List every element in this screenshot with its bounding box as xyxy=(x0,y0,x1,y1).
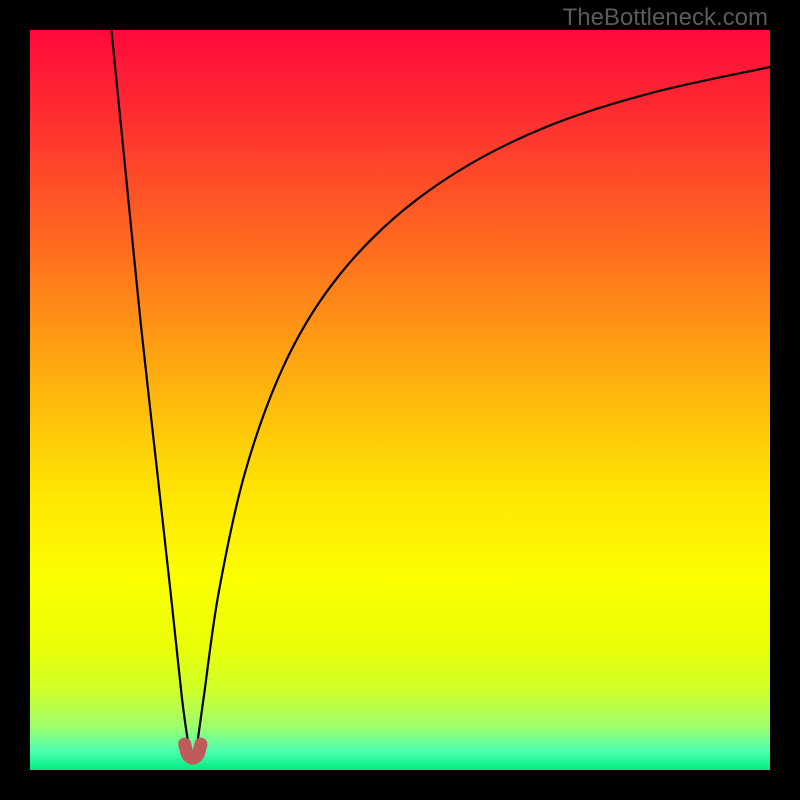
chart-root: TheBottleneck.com xyxy=(0,0,800,800)
gradient-background xyxy=(30,30,770,770)
bottleneck-plot xyxy=(30,30,770,770)
attribution-text: TheBottleneck.com xyxy=(563,4,768,32)
